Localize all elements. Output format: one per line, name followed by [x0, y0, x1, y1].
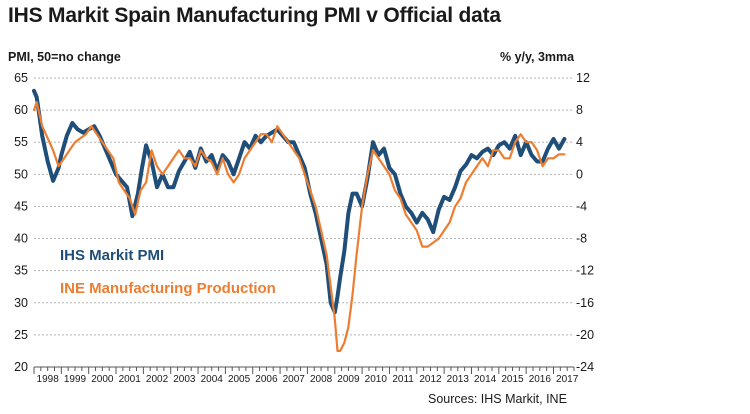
right-axis-label: % y/y, 3mma	[500, 50, 575, 64]
left-axis-ticks: 65 60 55 50 45 40 35 30 25 20	[14, 71, 28, 374]
x-tick-label: 2007	[283, 374, 306, 385]
right-tick-label: -20	[576, 328, 594, 342]
ine-series-line	[32, 101, 566, 352]
left-tick-label: 30	[14, 296, 28, 310]
right-axis-ticks: 12 8 4 0 -4 -8 -12 -16 -20 -24	[576, 71, 594, 374]
x-tick-label: 2017	[556, 374, 579, 385]
left-tick-label: 45	[14, 199, 28, 213]
x-tick-label: 2011	[392, 374, 414, 385]
right-tick-label: -8	[576, 232, 587, 246]
x-tick-label: 1998	[37, 374, 60, 385]
x-tick-label: 2015	[501, 374, 524, 385]
left-tick-label: 65	[14, 71, 28, 85]
right-tick-label: -24	[576, 360, 594, 374]
right-tick-label: 8	[576, 103, 583, 117]
legend-pmi: IHS Markit PMI	[60, 247, 164, 264]
x-tick-label: 2012	[419, 374, 442, 385]
x-tick-label: 2003	[173, 374, 196, 385]
gridlines	[34, 77, 574, 336]
left-axis-label: PMI, 50=no change	[8, 50, 121, 64]
x-tick-label: 2005	[228, 374, 251, 385]
x-tick-label: 2009	[337, 374, 360, 385]
x-tick-label: 1999	[64, 374, 87, 385]
right-tick-label: 12	[576, 71, 590, 85]
right-tick-label: 0	[576, 167, 583, 181]
right-tick-label: -4	[576, 199, 587, 213]
right-tick-label: -16	[576, 296, 594, 310]
source-note: Sources: IHS Markit, INE	[428, 392, 567, 406]
left-tick-label: 55	[14, 135, 28, 149]
left-tick-label: 35	[14, 264, 28, 278]
x-tick-label: 2006	[255, 374, 278, 385]
series-lines	[32, 88, 567, 352]
chart-title: IHS Markit Spain Manufacturing PMI v Off…	[8, 4, 501, 27]
x-tick-label: 2013	[447, 374, 470, 385]
left-tick-label: 20	[14, 360, 28, 374]
x-tick-label: 2014	[474, 374, 497, 385]
right-tick-label: 4	[576, 135, 583, 149]
x-tick-label: 2000	[91, 374, 114, 385]
left-tick-label: 25	[14, 328, 28, 342]
legend-ine: INE Manufacturing Production	[60, 280, 276, 297]
x-tick-label: 2010	[365, 374, 388, 385]
x-tick-label: 2001	[119, 374, 142, 385]
x-tick-label: 2004	[201, 374, 224, 385]
x-tick-label: 2002	[146, 374, 169, 385]
x-tick-label: 2008	[310, 374, 333, 385]
x-tick-label: 2016	[529, 374, 552, 385]
left-tick-label: 60	[14, 103, 28, 117]
right-tick-label: -12	[576, 264, 594, 278]
left-tick-label: 40	[14, 232, 28, 246]
x-axis: 1998 1999 2000 2001 2002 2003 2004 2005 2006 2007…	[33, 366, 579, 385]
left-tick-label: 50	[14, 167, 28, 181]
